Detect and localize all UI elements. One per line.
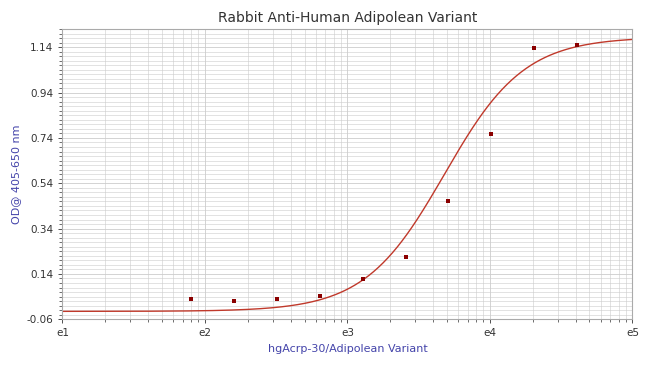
Point (486, 131, 497, 137)
Point (443, 199, 454, 204)
Point (186, 296, 196, 302)
Point (400, 254, 411, 260)
Point (358, 276, 368, 282)
Y-axis label: OD@ 405-650 nm: OD@ 405-650 nm (11, 124, 21, 224)
X-axis label: hgAcrp-30/Adipolean Variant: hgAcrp-30/Adipolean Variant (268, 344, 427, 354)
Point (229, 298, 239, 304)
Point (529, 45, 539, 51)
Title: Rabbit Anti-Human Adipolean Variant: Rabbit Anti-Human Adipolean Variant (218, 11, 477, 25)
Point (315, 293, 325, 299)
Point (272, 296, 282, 302)
Point (572, 42, 582, 48)
